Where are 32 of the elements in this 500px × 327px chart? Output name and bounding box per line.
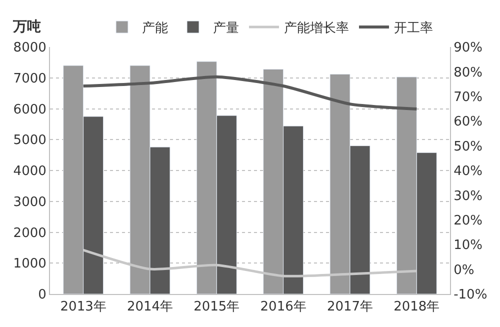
y-tick-label: 2000 <box>13 226 46 241</box>
line-series <box>82 75 418 110</box>
x-tick-label: 2015年 <box>194 300 240 315</box>
y2-tick-label: 0% <box>454 262 474 278</box>
y2-tick-label: 60% <box>454 114 483 130</box>
x-tick-label: 2014年 <box>126 300 174 315</box>
y2-tick-label: 70% <box>454 90 483 105</box>
y-tick-label: 8000 <box>13 40 46 56</box>
y2-tick-label: 50% <box>454 139 483 154</box>
y-tick-label: 1000 <box>13 256 46 272</box>
y2-tick-label: 10% <box>454 238 483 254</box>
y-tick-label: 5000 <box>13 133 46 148</box>
x-tick-label: 2018年 <box>394 300 440 315</box>
y-axis-title: 万吨 <box>12 19 41 35</box>
y-tick-label: 4000 <box>13 164 46 180</box>
y2-tick-label: 20% <box>454 213 483 228</box>
y-tick-label: 7000 <box>13 71 46 86</box>
legend-label: 产能 <box>142 21 168 36</box>
y2-tick-label: 80% <box>454 65 483 80</box>
legend-label: 产量 <box>213 21 239 36</box>
y2-tick-label: 40% <box>454 164 483 180</box>
x-tick-label: 2017年 <box>326 300 374 315</box>
y2-tick-label: 90% <box>454 40 483 56</box>
x-tick-label: 2016年 <box>260 300 306 315</box>
y-tick-label: 3000 <box>13 194 46 210</box>
y-tick-label: 0 <box>38 288 46 303</box>
legend-label: 产能增长率 <box>284 20 349 36</box>
x-tick-label: 2013年 <box>60 300 106 315</box>
y-tick-label: 6000 <box>13 102 46 118</box>
legend-label: 开工率 <box>394 20 433 36</box>
y2-tick-label: 30% <box>454 188 483 204</box>
y2-tick-label: -10% <box>454 288 488 303</box>
